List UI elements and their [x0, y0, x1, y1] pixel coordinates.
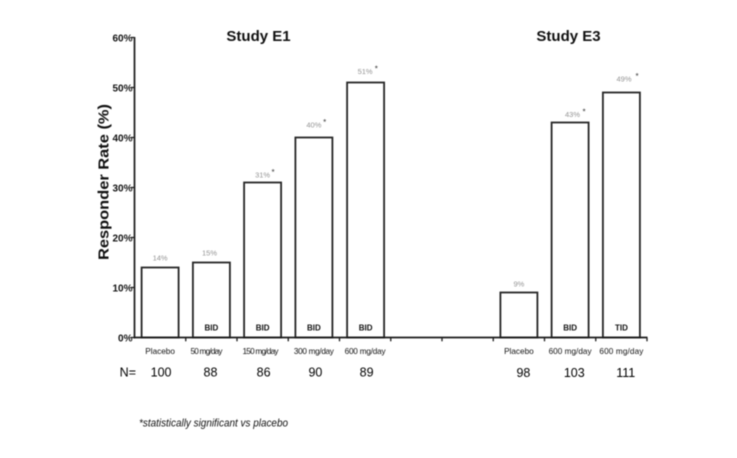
svg-text:TID: TID: [615, 324, 628, 333]
svg-text:*statistically significant vs: *statistically significant vs placebo: [139, 418, 288, 430]
svg-text:103: 103: [564, 366, 585, 380]
svg-text:10%: 10%: [112, 284, 132, 295]
svg-text:86: 86: [257, 366, 271, 380]
svg-text:*: *: [582, 108, 585, 117]
svg-text:20%: 20%: [112, 234, 132, 245]
svg-text:Placebo: Placebo: [145, 347, 175, 356]
svg-text:40%: 40%: [112, 134, 132, 145]
svg-text:BID: BID: [359, 324, 373, 333]
svg-text:60%: 60%: [112, 34, 132, 45]
svg-text:N=: N=: [120, 366, 136, 380]
svg-text:600 mg/day: 600 mg/day: [599, 347, 644, 356]
svg-text:88: 88: [204, 366, 218, 380]
svg-text:49%: 49%: [616, 75, 631, 84]
svg-text:*: *: [635, 72, 638, 81]
svg-text:90: 90: [308, 366, 322, 380]
svg-text:51%: 51%: [358, 67, 373, 76]
svg-text:50%: 50%: [112, 84, 132, 95]
svg-text:Study E1: Study E1: [226, 28, 290, 45]
svg-text:31%: 31%: [255, 171, 270, 180]
svg-text:300 mg/day: 300 mg/day: [294, 347, 335, 356]
svg-text:14%: 14%: [153, 254, 168, 263]
svg-text:600 mg/day: 600 mg/day: [345, 347, 387, 356]
svg-text:50 mg/day: 50 mg/day: [191, 347, 224, 356]
svg-text:BID: BID: [256, 324, 270, 333]
svg-text:150 mg/day: 150 mg/day: [243, 347, 280, 356]
svg-text:*: *: [271, 168, 274, 177]
svg-text:9%: 9%: [513, 280, 524, 289]
svg-text:43%: 43%: [565, 110, 580, 119]
svg-text:98: 98: [516, 366, 530, 380]
svg-text:600 mg/day: 600 mg/day: [549, 347, 593, 356]
svg-text:Placebo: Placebo: [504, 347, 534, 356]
svg-text:BID: BID: [205, 324, 219, 333]
svg-text:89: 89: [360, 366, 374, 380]
svg-text:15%: 15%: [202, 249, 217, 258]
svg-text:BID: BID: [307, 324, 321, 333]
svg-text:Responder Rate (%): Responder Rate (%): [97, 104, 113, 260]
svg-text:BID: BID: [563, 324, 577, 333]
svg-text:40%: 40%: [306, 121, 321, 130]
svg-text:Study E3: Study E3: [536, 28, 600, 45]
svg-text:*: *: [323, 118, 326, 127]
svg-text:*: *: [375, 64, 378, 73]
svg-text:30%: 30%: [112, 184, 132, 195]
svg-text:111: 111: [616, 366, 635, 380]
svg-text:0%: 0%: [118, 334, 133, 345]
svg-text:100: 100: [151, 366, 172, 380]
